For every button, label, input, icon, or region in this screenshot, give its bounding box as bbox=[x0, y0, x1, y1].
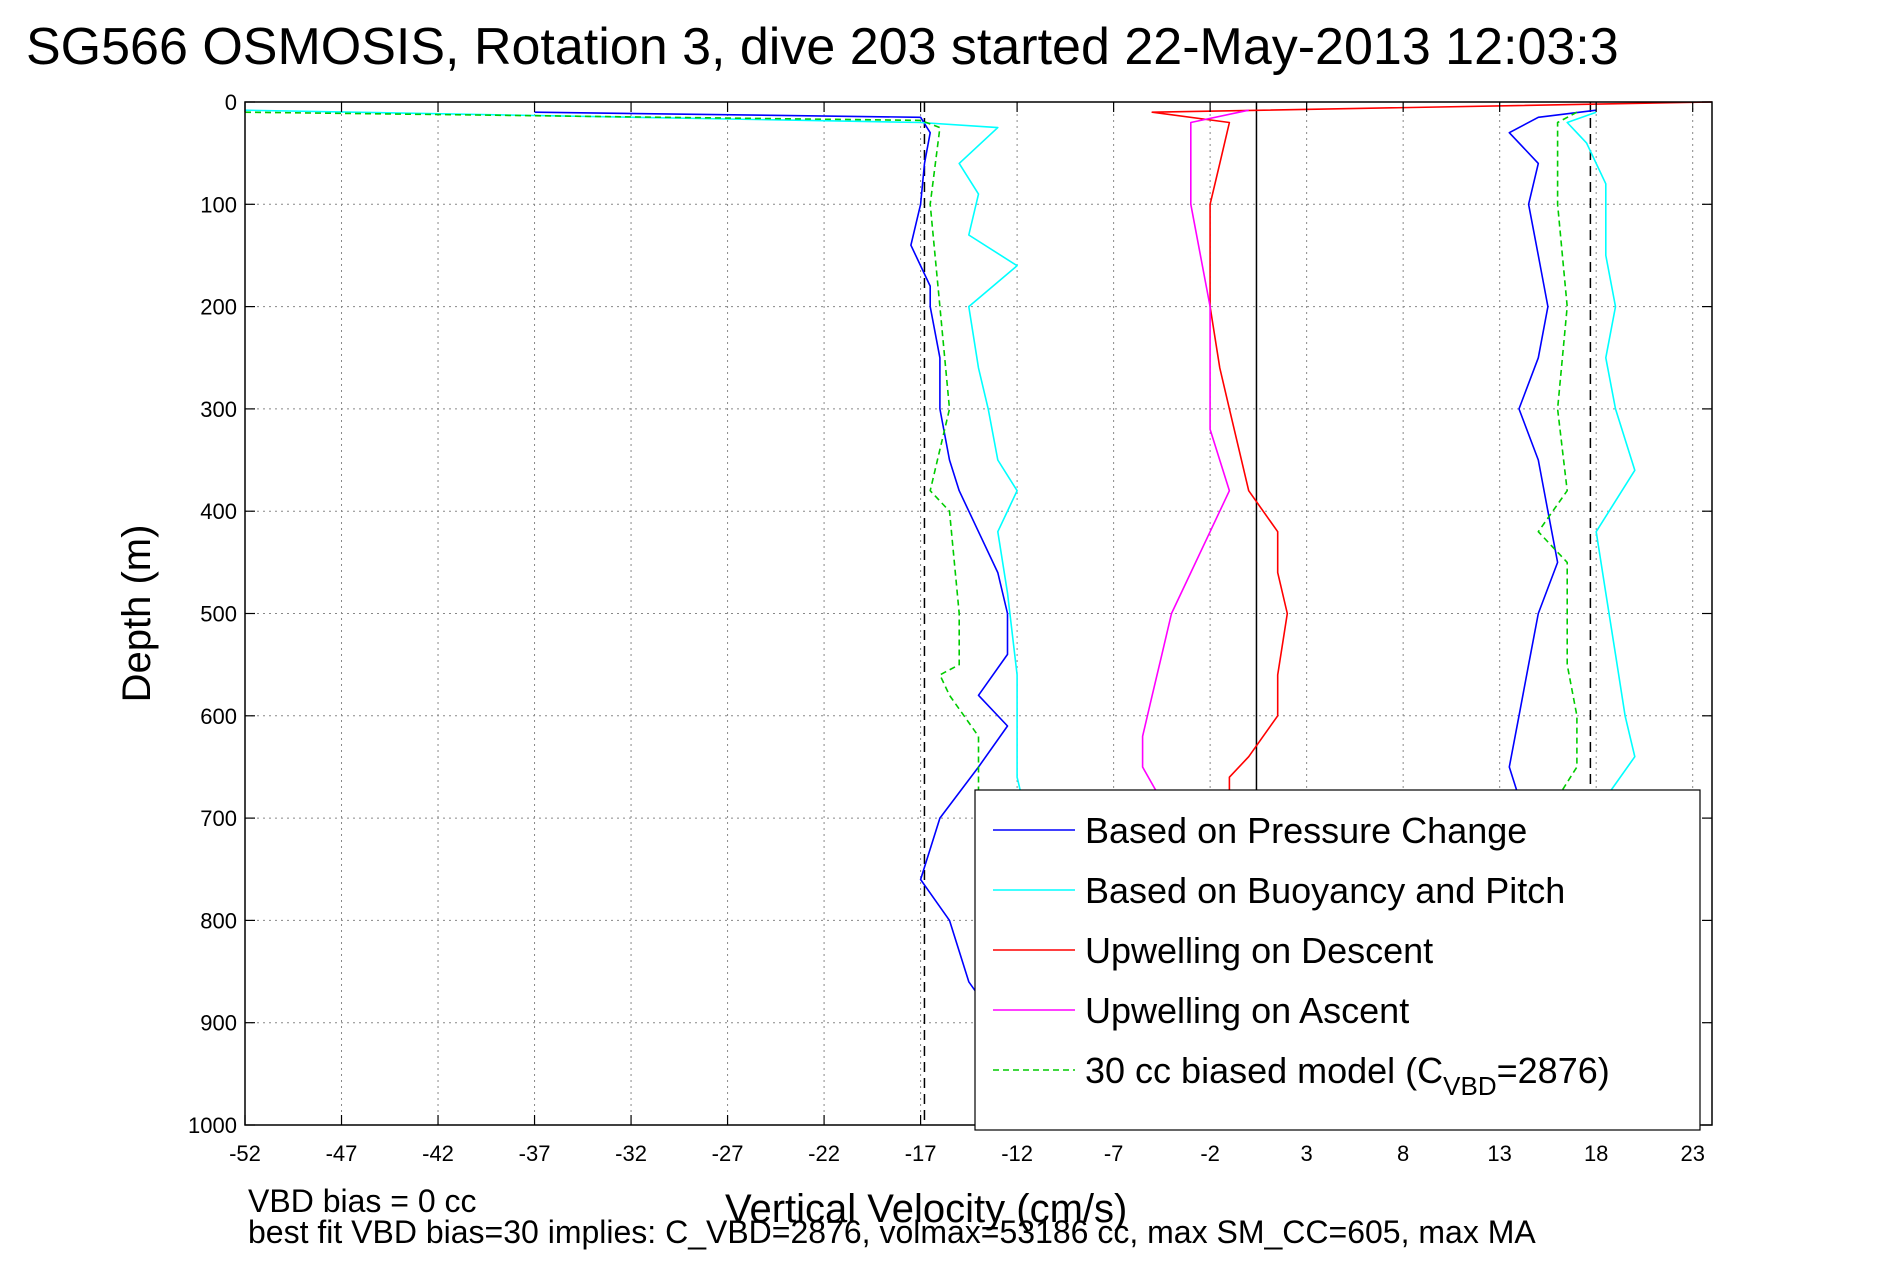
y-tick-label: 900 bbox=[200, 1011, 237, 1036]
x-tick-label: -52 bbox=[229, 1141, 261, 1166]
legend-label: Upwelling on Descent bbox=[1085, 930, 1433, 971]
y-tick-label: 800 bbox=[200, 908, 237, 933]
best-fit-note: best fit VBD bias=30 implies: C_VBD=2876… bbox=[248, 1214, 1536, 1250]
x-tick-label: 3 bbox=[1301, 1141, 1313, 1166]
legend: Based on Pressure Change Based on Buoyanc… bbox=[974, 789, 1701, 1131]
x-axis-label: Vertical Velocity (cm/s) bbox=[725, 1187, 1127, 1231]
series-line-4 bbox=[244, 111, 1558, 1116]
x-tick-label: -47 bbox=[326, 1141, 358, 1166]
series-line-7 bbox=[1537, 111, 1578, 799]
legend-box bbox=[974, 789, 1701, 1131]
y-tick-label: 700 bbox=[200, 806, 237, 831]
chart-title: SG566 OSMOSIS, Rotation 3, dive 203 star… bbox=[26, 18, 1619, 76]
x-tick-label: -2 bbox=[1200, 1141, 1220, 1166]
y-tick-label: 100 bbox=[200, 192, 237, 217]
axis-ticks: -52 -47 -42 -37 -32 -27 -22 -17 -12 -7 -2 3 8 13 18 23 0… bbox=[188, 90, 1712, 1166]
x-tick-label: 13 bbox=[1487, 1141, 1511, 1166]
y-tick-label: 500 bbox=[200, 602, 237, 627]
y-tick-label: 400 bbox=[200, 499, 237, 524]
y-tick-label: 1000 bbox=[188, 1113, 237, 1138]
x-tick-label: -32 bbox=[615, 1141, 647, 1166]
series-line-6 bbox=[1566, 111, 1636, 799]
x-tick-label: 18 bbox=[1584, 1141, 1608, 1166]
legend-label: Based on Pressure Change bbox=[1085, 810, 1527, 851]
y-tick-label: 600 bbox=[200, 704, 237, 729]
series-line-5 bbox=[1508, 109, 1597, 798]
x-tick-label: -17 bbox=[905, 1141, 937, 1166]
x-tick-label: 23 bbox=[1680, 1141, 1704, 1166]
y-tick-label: 200 bbox=[200, 295, 237, 320]
x-tick-label: -37 bbox=[519, 1141, 551, 1166]
y-axis-label: Depth (m) bbox=[115, 525, 159, 703]
x-tick-label: -27 bbox=[712, 1141, 744, 1166]
legend-label: Upwelling on Ascent bbox=[1085, 990, 1409, 1031]
vbd-bias-note: VBD bias = 0 cc bbox=[248, 1183, 477, 1219]
x-tick-label: -12 bbox=[1001, 1141, 1033, 1166]
x-tick-label: -7 bbox=[1104, 1141, 1124, 1166]
x-tick-label: 8 bbox=[1397, 1141, 1409, 1166]
legend-label: Based on Buoyancy and Pitch bbox=[1085, 870, 1565, 911]
y-tick-label: 0 bbox=[225, 90, 237, 115]
x-tick-label: -42 bbox=[422, 1141, 454, 1166]
y-tick-label: 300 bbox=[200, 397, 237, 422]
x-tick-label: -22 bbox=[808, 1141, 840, 1166]
